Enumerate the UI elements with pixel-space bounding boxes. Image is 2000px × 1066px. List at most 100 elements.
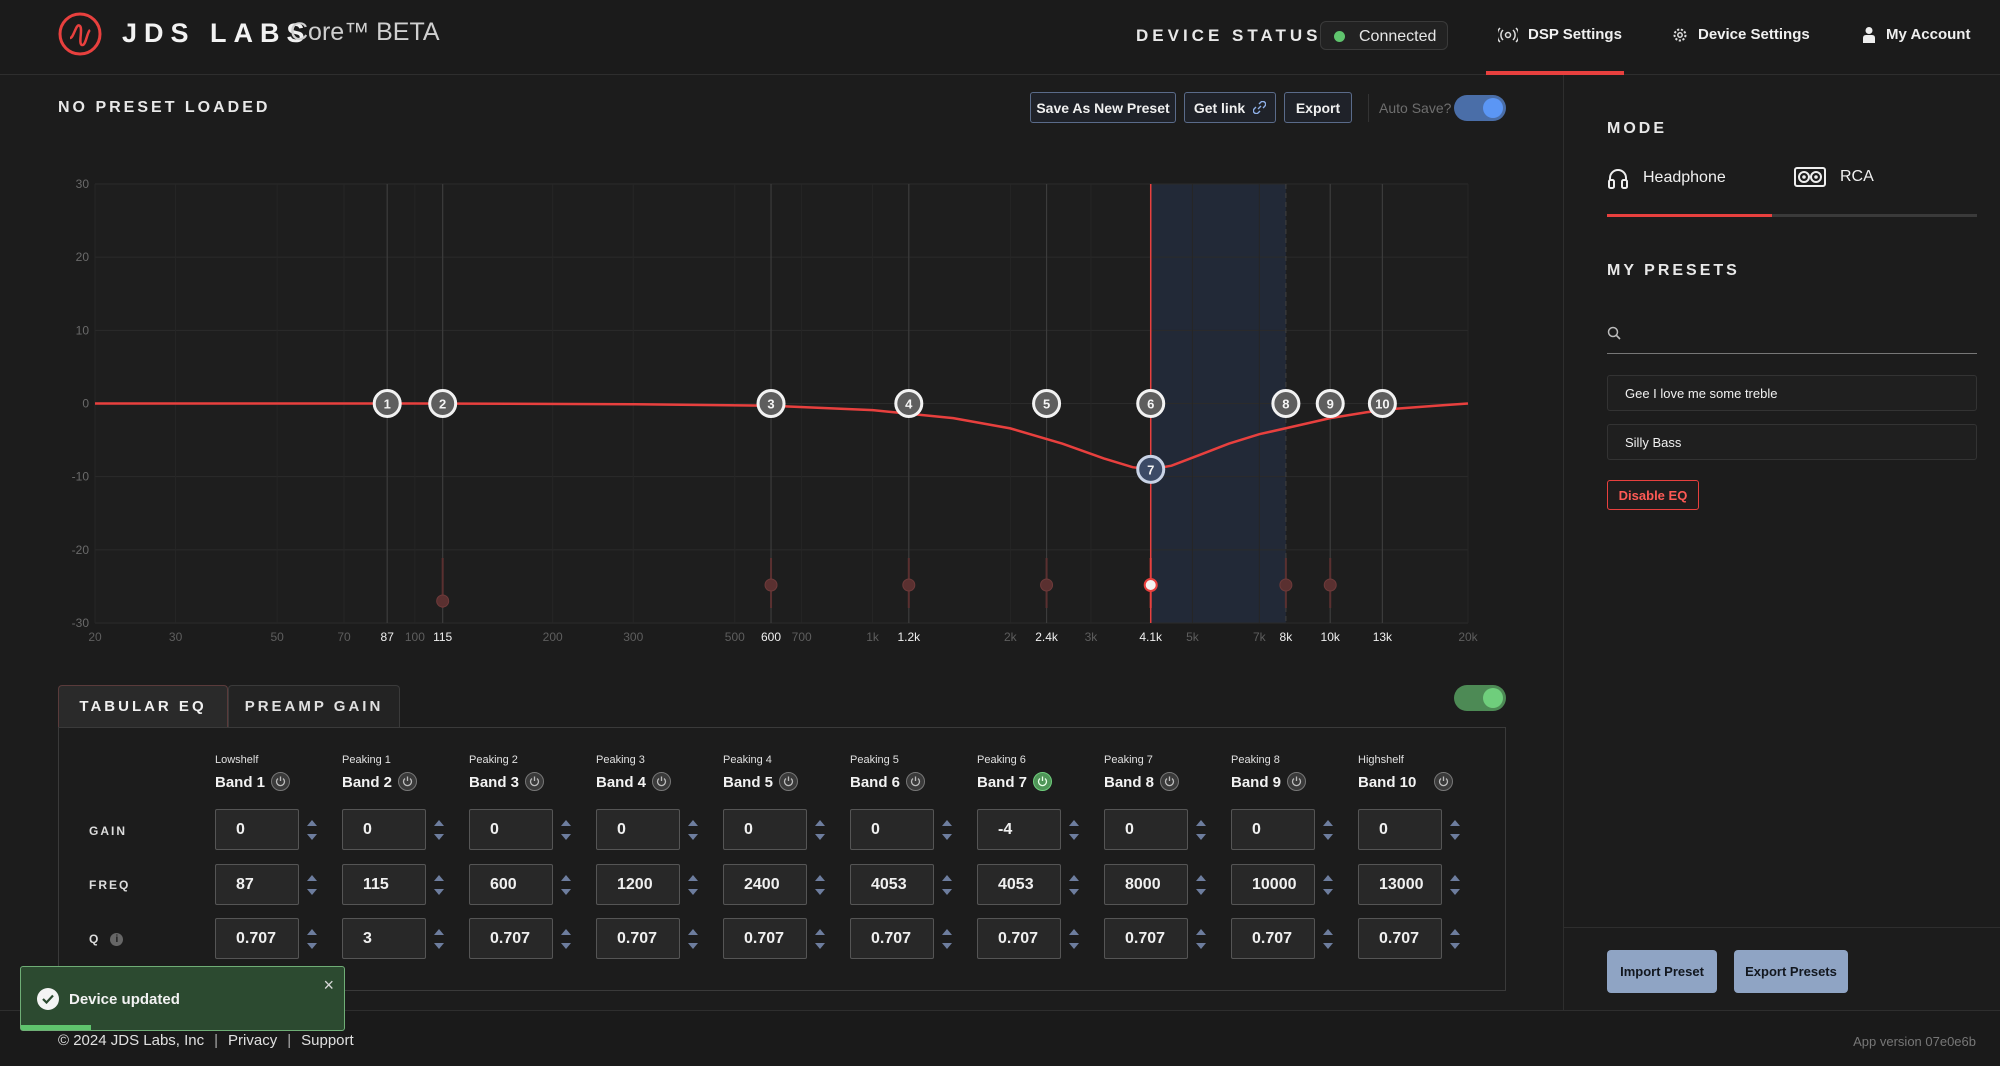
mode-rca[interactable]: RCA	[1794, 167, 1874, 187]
import-preset-button[interactable]: Import Preset	[1607, 950, 1717, 993]
stepper-arrows-icon[interactable]	[307, 820, 317, 840]
power-toggle-icon[interactable]	[906, 772, 925, 791]
stepper-arrows-icon[interactable]	[1196, 929, 1206, 949]
stepper-arrows-icon[interactable]	[942, 929, 952, 949]
band-node-label[interactable]: 8	[1282, 397, 1289, 412]
stepper-arrows-icon[interactable]	[1196, 875, 1206, 895]
stepper-arrows-icon[interactable]	[307, 875, 317, 895]
q-handle[interactable]	[1040, 578, 1054, 592]
gain-input[interactable]: 0	[1104, 809, 1188, 850]
q-input[interactable]: 0.707	[977, 918, 1061, 959]
q-handle[interactable]	[764, 578, 778, 592]
gain-input[interactable]: 0	[1231, 809, 1315, 850]
tab-tabular-eq[interactable]: TABULAR EQ	[58, 685, 228, 727]
stepper-arrows-icon[interactable]	[434, 875, 444, 895]
band-node-label[interactable]: 6	[1147, 397, 1154, 412]
freq-input[interactable]: 600	[469, 864, 553, 905]
disable-eq-button[interactable]: Disable EQ	[1607, 480, 1699, 510]
auto-save-toggle[interactable]	[1454, 95, 1506, 121]
preset-search-input[interactable]	[1631, 318, 1971, 348]
gain-input[interactable]: 0	[723, 809, 807, 850]
stepper-arrows-icon[interactable]	[688, 820, 698, 840]
stepper-arrows-icon[interactable]	[815, 875, 825, 895]
q-input[interactable]: 0.707	[215, 918, 299, 959]
band-node-label[interactable]: 1	[384, 397, 391, 412]
stepper-arrows-icon[interactable]	[1323, 875, 1333, 895]
power-toggle-icon[interactable]	[1287, 772, 1306, 791]
stepper-arrows-icon[interactable]	[1450, 929, 1460, 949]
nav-my-account[interactable]: My Account	[1862, 26, 1970, 43]
stepper-arrows-icon[interactable]	[1069, 820, 1079, 840]
band-node-label[interactable]: 4	[905, 397, 913, 412]
gain-input[interactable]: 0	[215, 809, 299, 850]
freq-input[interactable]: 4053	[850, 864, 934, 905]
band-node[interactable]	[1271, 389, 1301, 418]
freq-input[interactable]: 87	[215, 864, 299, 905]
power-toggle-icon[interactable]	[1434, 772, 1453, 791]
band-node-label[interactable]: 2	[439, 397, 446, 412]
export-button[interactable]: Export	[1284, 92, 1352, 123]
stepper-arrows-icon[interactable]	[434, 929, 444, 949]
freq-input[interactable]: 8000	[1104, 864, 1188, 905]
stepper-arrows-icon[interactable]	[1450, 820, 1460, 840]
stepper-arrows-icon[interactable]	[688, 929, 698, 949]
stepper-arrows-icon[interactable]	[1196, 820, 1206, 840]
power-toggle-icon[interactable]	[398, 772, 417, 791]
band-node[interactable]	[756, 389, 786, 418]
stepper-arrows-icon[interactable]	[942, 820, 952, 840]
q-handle[interactable]	[1143, 578, 1158, 592]
q-handle[interactable]	[436, 594, 450, 608]
freq-input[interactable]: 13000	[1358, 864, 1442, 905]
power-toggle-icon[interactable]	[1033, 772, 1052, 791]
band-node[interactable]	[1367, 389, 1397, 418]
stepper-arrows-icon[interactable]	[1069, 929, 1079, 949]
q-input[interactable]: 0.707	[723, 918, 807, 959]
stepper-arrows-icon[interactable]	[307, 929, 317, 949]
freq-input[interactable]: 1200	[596, 864, 680, 905]
band-node[interactable]	[1032, 389, 1062, 418]
freq-input[interactable]: 2400	[723, 864, 807, 905]
band-node[interactable]	[894, 389, 924, 418]
freq-input[interactable]: 115	[342, 864, 426, 905]
power-toggle-icon[interactable]	[652, 772, 671, 791]
q-input[interactable]: 0.707	[1358, 918, 1442, 959]
support-link[interactable]: Support	[301, 1032, 354, 1049]
band-node[interactable]	[1136, 389, 1166, 418]
tab-preamp-gain[interactable]: PREAMP GAIN	[228, 685, 400, 727]
gain-input[interactable]: 0	[1358, 809, 1442, 850]
gain-input[interactable]: 0	[469, 809, 553, 850]
q-input[interactable]: 3	[342, 918, 426, 959]
stepper-arrows-icon[interactable]	[434, 820, 444, 840]
freq-input[interactable]: 4053	[977, 864, 1061, 905]
q-handle[interactable]	[902, 578, 916, 592]
stepper-arrows-icon[interactable]	[561, 875, 571, 895]
band-node[interactable]	[1136, 454, 1166, 484]
band-node-label[interactable]: 5	[1043, 397, 1050, 412]
gain-input[interactable]: -4	[977, 809, 1061, 850]
preset-item[interactable]: Gee I love me some treble	[1607, 375, 1977, 411]
nav-device-settings[interactable]: Device Settings	[1672, 26, 1810, 43]
stepper-arrows-icon[interactable]	[1323, 929, 1333, 949]
mode-headphone[interactable]: Headphone	[1607, 167, 1726, 189]
power-toggle-icon[interactable]	[525, 772, 544, 791]
q-handle[interactable]	[1323, 578, 1337, 592]
gain-input[interactable]: 0	[850, 809, 934, 850]
band-node-label[interactable]: 9	[1327, 397, 1334, 412]
band-node[interactable]	[372, 389, 402, 418]
close-icon[interactable]: ×	[323, 975, 334, 995]
band-node-label[interactable]: 7	[1147, 462, 1154, 477]
q-input[interactable]: 0.707	[1104, 918, 1188, 959]
band-node-label[interactable]: 3	[767, 397, 774, 412]
power-toggle-icon[interactable]	[271, 772, 290, 791]
stepper-arrows-icon[interactable]	[1069, 875, 1079, 895]
export-presets-button[interactable]: Export Presets	[1734, 950, 1848, 993]
stepper-arrows-icon[interactable]	[561, 820, 571, 840]
band-node[interactable]	[1315, 389, 1345, 418]
jds-logo-icon[interactable]	[58, 12, 102, 56]
nav-dsp-settings[interactable]: DSP Settings	[1498, 26, 1622, 43]
get-link-button[interactable]: Get link	[1184, 92, 1276, 123]
stepper-arrows-icon[interactable]	[688, 875, 698, 895]
band-node[interactable]	[428, 389, 458, 418]
stepper-arrows-icon[interactable]	[815, 820, 825, 840]
q-input[interactable]: 0.707	[469, 918, 553, 959]
